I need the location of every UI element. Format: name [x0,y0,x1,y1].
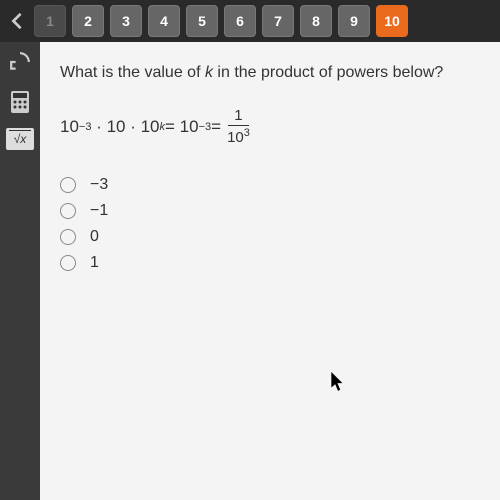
option-label: 0 [90,228,99,246]
sqrt-tool[interactable]: √x [6,128,34,150]
equation: 10−3 · 10 · 10k = 10−3 = 1 103 [60,108,480,146]
tab-1[interactable]: 1 [34,5,66,37]
option-label: 1 [90,254,99,272]
option-2[interactable]: 0 [60,228,480,246]
radio-icon [60,177,76,193]
tab-8[interactable]: 8 [300,5,332,37]
question-content: What is the value of k in the product of… [40,42,500,500]
sqrt-label: √x [14,132,27,146]
tab-2[interactable]: 2 [72,5,104,37]
option-label: −3 [90,176,108,194]
tab-9[interactable]: 9 [338,5,370,37]
question-tabs: 12345678910 [34,5,408,37]
option-label: −1 [90,202,108,220]
radio-icon [60,203,76,219]
tab-4[interactable]: 4 [148,5,180,37]
option-1[interactable]: −1 [60,202,480,220]
nav-back-icon[interactable] [8,12,26,30]
audio-icon[interactable] [6,48,34,76]
options: −3 −1 0 1 [60,176,480,272]
sidebar: √x [0,42,40,500]
radio-icon [60,229,76,245]
tab-6[interactable]: 6 [224,5,256,37]
option-0[interactable]: −3 [60,176,480,194]
tab-10[interactable]: 10 [376,5,408,37]
tab-5[interactable]: 5 [186,5,218,37]
tab-7[interactable]: 7 [262,5,294,37]
cursor-icon [330,372,346,392]
calculator-icon[interactable] [6,88,34,116]
radio-icon [60,255,76,271]
option-3[interactable]: 1 [60,254,480,272]
tab-3[interactable]: 3 [110,5,142,37]
question-text: What is the value of k in the product of… [60,64,480,82]
